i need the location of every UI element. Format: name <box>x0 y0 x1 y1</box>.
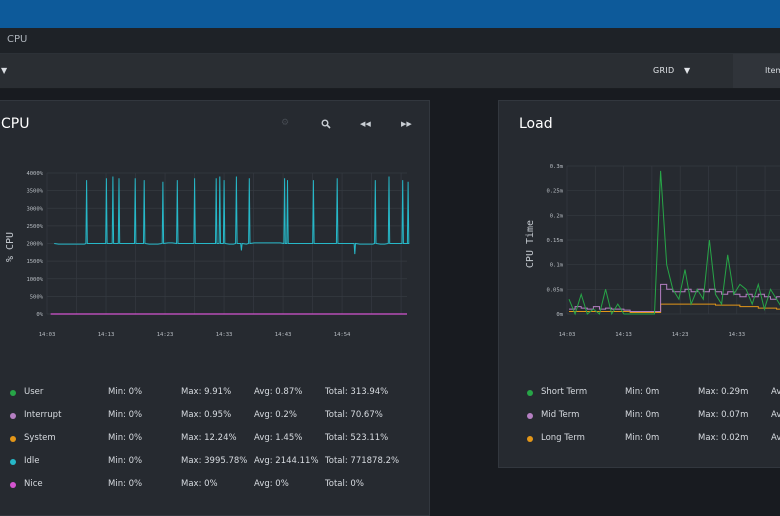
cpu-legend-total: Total: 313.94% <box>325 387 389 397</box>
forward-icon[interactable]: ▶▶ <box>401 120 412 128</box>
x-tick-label: 14:23 <box>157 332 174 338</box>
cpu-legend-avg: Avg: 2144.11% <box>254 456 319 466</box>
y-axis-label: % CPU <box>5 232 16 262</box>
legend-swatch <box>10 482 16 488</box>
load-legend-min: Min: 0m <box>625 433 660 443</box>
y-tick-label: 0.25m <box>546 189 563 195</box>
y-tick-label: 2000% <box>26 242 43 248</box>
cpu-legend-min: Min: 0% <box>108 410 143 420</box>
items-label: Item <box>765 66 780 75</box>
series-line-short-term <box>568 170 780 316</box>
layout-caret-icon[interactable]: ▼ <box>684 66 691 75</box>
cpu-legend-max: Max: 9.91% <box>181 387 232 397</box>
legend-swatch <box>10 459 16 465</box>
load-panel-title: Load <box>519 116 553 132</box>
top-app-bar <box>0 0 780 28</box>
y-tick-label: 2500% <box>26 224 43 230</box>
load-panel: Load 0.3m 0.25m 0.2m 0.15m 0.1m 0.05m 0m 14:03 1… <box>498 100 780 468</box>
x-tick-label: 14:33 <box>728 332 745 338</box>
load-legend-max: Max: 0.29m <box>698 387 749 397</box>
cpu-legend-min: Min: 0% <box>108 456 143 466</box>
cpu-legend-avg: Avg: 0% <box>254 479 289 489</box>
load-legend-min: Min: 0m <box>625 410 660 420</box>
cpu-panel-title: CPU <box>1 116 30 132</box>
cpu-chart[interactable]: 4000% 3500% 3000% 2500% 2000% 1500% 1000% 500% 0… <box>0 156 427 346</box>
load-legend-max: Max: 0.02m <box>698 433 749 443</box>
cpu-legend-name[interactable]: Interrupt <box>24 410 62 420</box>
cpu-legend-avg: Avg: 0.87% <box>254 387 303 397</box>
cpu-legend-min: Min: 0% <box>108 387 143 397</box>
y-tick-label: 0.15m <box>546 238 563 244</box>
cpu-panel: CPU ⚙ ◀◀ ▶▶ 4000% 3500% 3000% 2500% 2000% 150… <box>0 100 430 516</box>
filter-icon[interactable]: ⚙ <box>281 118 290 128</box>
cpu-legend-total: Total: 70.67% <box>325 410 383 420</box>
y-tick-label: 0m <box>556 312 563 318</box>
x-tick-label: 14:33 <box>216 332 233 338</box>
y-tick-label: 0.2m <box>550 213 564 219</box>
items-button[interactable]: Item <box>733 54 780 88</box>
legend-swatch <box>10 413 16 419</box>
y-tick-label: 3500% <box>26 189 43 195</box>
y-tick-label: 0% <box>36 312 43 318</box>
dropdown-caret-icon[interactable]: ▼ <box>1 66 8 75</box>
cpu-legend-total: Total: 771878.2% <box>325 456 400 466</box>
cpu-legend-avg: Avg: 0.2% <box>254 410 297 420</box>
y-tick-label: 1000% <box>26 277 43 283</box>
x-tick-label: 14:23 <box>672 332 689 338</box>
cpu-legend-min: Min: 0% <box>108 479 143 489</box>
load-legend-name[interactable]: Short Term <box>541 387 588 397</box>
load-legend-min: Min: 0m <box>625 387 660 397</box>
load-legend-avg: Av <box>771 433 780 443</box>
legend-swatch <box>527 436 533 442</box>
y-axis-label: CPU Time <box>525 220 536 268</box>
cpu-legend-min: Min: 0% <box>108 433 143 443</box>
cpu-legend-name[interactable]: Idle <box>24 456 40 466</box>
zoom-icon[interactable] <box>321 119 331 129</box>
breadcrumb: CPU <box>0 28 780 54</box>
y-tick-label: 1500% <box>26 259 43 265</box>
cpu-legend-max: Max: 12.24% <box>181 433 237 443</box>
breadcrumb-label[interactable]: CPU <box>7 34 28 45</box>
x-tick-label: 14:54 <box>334 332 351 338</box>
cpu-legend-name[interactable]: Nice <box>24 479 43 489</box>
y-tick-label: 3000% <box>26 206 43 212</box>
x-tick-label: 14:43 <box>275 332 292 338</box>
cpu-legend-total: Total: 0% <box>325 479 364 489</box>
y-tick-label: 0.1m <box>550 263 564 269</box>
cpu-legend-total: Total: 523.11% <box>325 433 389 443</box>
cpu-legend-name[interactable]: System <box>24 433 56 443</box>
cpu-legend-name[interactable]: User <box>24 387 44 397</box>
load-chart[interactable]: 0.3m 0.25m 0.2m 0.15m 0.1m 0.05m 0m 14:03 14:13 1… <box>499 156 780 346</box>
layout-select[interactable]: GRID <box>653 66 675 75</box>
legend-swatch <box>527 413 533 419</box>
cpu-legend-max: Max: 0.95% <box>181 410 232 420</box>
x-tick-label: 14:03 <box>559 332 576 338</box>
y-tick-label: 0.3m <box>550 164 564 170</box>
load-legend-max: Max: 0.07m <box>698 410 749 420</box>
cpu-legend-avg: Avg: 1.45% <box>254 433 303 443</box>
x-tick-label: 14:13 <box>615 332 632 338</box>
legend-swatch <box>10 436 16 442</box>
load-legend-avg: Av <box>771 410 780 420</box>
rewind-icon[interactable]: ◀◀ <box>360 120 371 128</box>
load-legend-name[interactable]: Long Term <box>541 433 585 443</box>
cpu-legend-max: Max: 3995.78% <box>181 456 248 466</box>
toolbar: ▼ GRID ▼ <box>0 54 780 89</box>
series-line-idle <box>54 176 410 255</box>
y-tick-label: 4000% <box>26 171 43 177</box>
y-tick-label: 0.05m <box>546 287 563 293</box>
series-line-mid-term <box>569 283 780 312</box>
load-legend-avg: Av <box>771 387 780 397</box>
legend-swatch <box>10 390 16 396</box>
x-tick-label: 14:03 <box>39 332 56 338</box>
y-tick-label: 500% <box>30 294 44 300</box>
x-tick-label: 14:13 <box>98 332 115 338</box>
legend-swatch <box>527 390 533 396</box>
load-legend-name[interactable]: Mid Term <box>541 410 580 420</box>
cpu-legend-max: Max: 0% <box>181 479 218 489</box>
